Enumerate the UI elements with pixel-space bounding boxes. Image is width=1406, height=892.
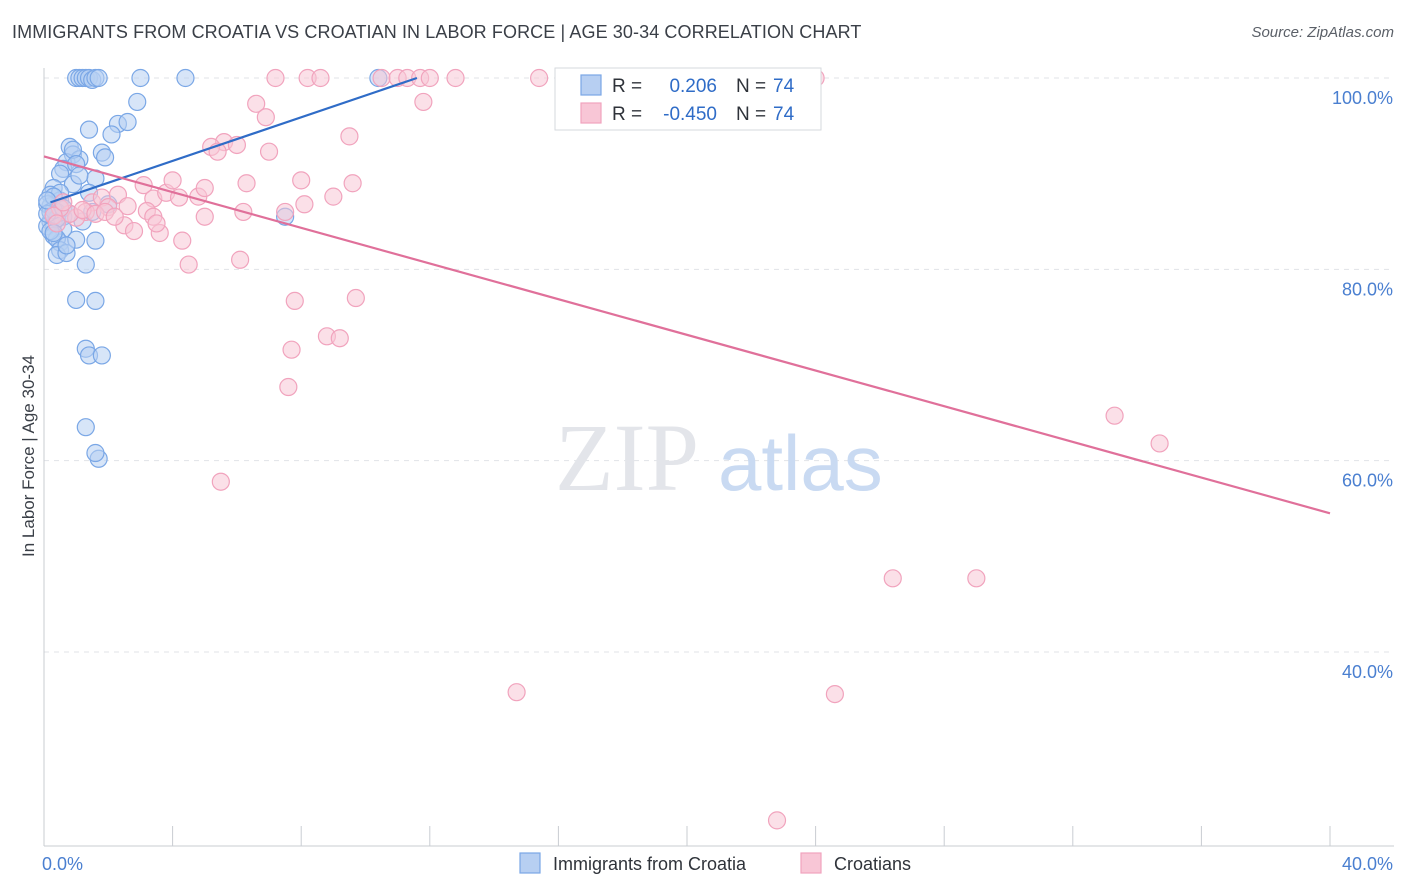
croatians-point-61: [282, 340, 301, 359]
x-tick-label-right: 40.0%: [1342, 854, 1393, 874]
y-axis-label: In Labor Force | Age 30-34: [19, 355, 38, 557]
chart-source: Source: ZipAtlas.com: [1251, 24, 1394, 41]
y-tick-label-1: 80.0%: [1342, 279, 1393, 299]
x-tick-label-left: 0.0%: [42, 854, 83, 874]
croatians-point-55: [179, 255, 198, 274]
croatians-point-30: [324, 187, 343, 206]
croatians-point-26: [195, 178, 214, 198]
legend-n-label-1: N =: [736, 76, 766, 97]
immigrants-point-45: [86, 231, 105, 250]
croatians-point-68: [507, 683, 526, 702]
legend-r-label-2: R =: [612, 104, 642, 125]
immigrants-point-15: [102, 125, 121, 144]
bottom-legend-swatch-pink: [800, 852, 822, 874]
croatians-point-67: [967, 569, 986, 588]
croatians-point-11: [247, 94, 266, 113]
croatians-point-72: [105, 207, 124, 226]
gridlines: [44, 77, 1394, 653]
legend-swatch-pink: [580, 102, 602, 124]
croatians-point-70: [767, 811, 787, 830]
croatians-point-65: [1150, 434, 1169, 453]
immigrants-point-73: [70, 166, 89, 185]
croatians-point-48: [173, 231, 192, 250]
croatians-point-57: [285, 291, 304, 311]
croatians-point-46: [124, 221, 144, 241]
croatians-point-64: [1105, 406, 1124, 425]
correlation-legend: R = 0.206 N = 74 R = -0.450 N = 74: [554, 67, 822, 131]
croatians-point-13: [256, 108, 275, 127]
croatians-point-9: [530, 68, 549, 88]
legend-n-value-2: 74: [773, 104, 795, 125]
croatians-point-28: [292, 171, 311, 190]
immigrants-point-7: [89, 68, 108, 88]
croatians-point-7: [420, 68, 439, 88]
y-tick-label-3: 40.0%: [1342, 662, 1393, 682]
croatians-point-73: [147, 214, 166, 233]
immigrants-point-50: [92, 346, 111, 365]
immigrants-point-8: [131, 68, 150, 88]
croatians-point-69: [825, 684, 844, 704]
bottom-legend-swatch-blue: [519, 852, 541, 874]
watermark-zip: ZIP: [555, 404, 699, 511]
immigrants-point-51: [76, 418, 95, 437]
croatians-point-29: [343, 174, 362, 193]
y-tick-label-0: 100.0%: [1332, 88, 1393, 108]
immigrants-point-47: [86, 291, 105, 311]
legend-r-value-1: 0.206: [669, 76, 717, 97]
immigrants-point-46: [67, 290, 86, 310]
croatians-trend-line: [43, 155, 1331, 515]
croatians-point-0: [266, 68, 285, 88]
croatians-point-62: [279, 377, 298, 397]
immigrants-point-12: [79, 120, 99, 139]
bottom-legend-label-blue: Immigrants from Croatia: [553, 854, 747, 874]
immigrants-point-42: [76, 255, 95, 274]
legend-r-label-1: R =: [612, 76, 642, 97]
croatians-point-3: [372, 68, 391, 88]
trend-lines: [43, 76, 1331, 515]
legend-n-value-1: 74: [773, 76, 795, 97]
croatians-point-58: [346, 288, 365, 308]
chart-title: IMMIGRANTS FROM CROATIA VS CROATIAN IN L…: [12, 22, 862, 42]
croatians-point-51: [195, 207, 214, 226]
croatians-point-14: [340, 127, 359, 146]
croatians-point-56: [231, 250, 250, 269]
croatians-point-44: [47, 214, 66, 233]
croatians-point-71: [54, 193, 73, 212]
y-tick-label-2: 60.0%: [1342, 471, 1393, 491]
croatians-point-27: [237, 174, 256, 193]
immigrants-point-9: [176, 68, 195, 88]
croatians-point-63: [211, 472, 230, 491]
immigrants-trend-line: [50, 76, 418, 204]
croatians-point-12: [414, 92, 433, 112]
immigrants-point-70: [57, 236, 76, 255]
croatians-point-8: [446, 68, 465, 88]
watermark-atlas: atlas: [718, 419, 883, 507]
croatians-point-50: [276, 202, 295, 222]
immigrants-point-22: [95, 148, 115, 167]
croatians-point-31: [295, 195, 314, 214]
axes: [43, 68, 1394, 847]
croatians-point-19: [259, 142, 279, 161]
series-immigrants-points: [38, 68, 388, 468]
bottom-legend-label-pink: Croatians: [834, 854, 911, 874]
croatians-point-66: [883, 569, 902, 588]
croatians-point-2: [311, 68, 330, 88]
y-tick-labels: 100.0% 80.0% 60.0% 40.0%: [1332, 88, 1393, 682]
series-legend: Immigrants from Croatia Croatians: [519, 852, 911, 874]
watermark: ZIP atlas: [555, 404, 883, 511]
croatians-point-60: [330, 329, 349, 348]
immigrants-point-11: [128, 92, 147, 112]
croatians-point-35: [118, 197, 137, 216]
legend-swatch-blue: [580, 74, 602, 96]
legend-r-value-2: -0.450: [663, 104, 717, 125]
legend-n-label-2: N =: [736, 104, 766, 125]
immigrants-point-53: [86, 443, 105, 463]
croatians-point-23: [163, 171, 182, 190]
x-tick-labels: 0.0% 40.0%: [42, 854, 1393, 874]
immigrants-point-14: [118, 112, 137, 132]
